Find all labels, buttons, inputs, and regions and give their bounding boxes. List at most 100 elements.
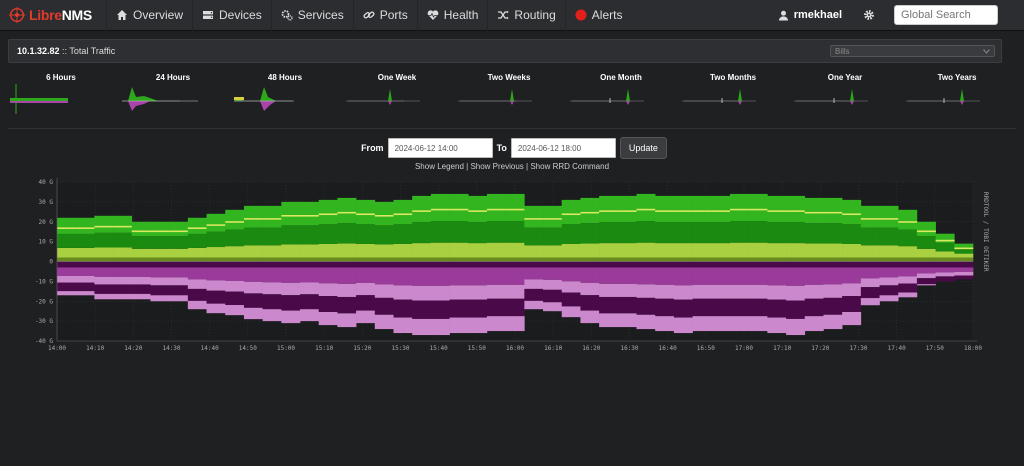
date-range-controls: From 2024-06-12 14:00 To 2024-06-12 18:0… bbox=[0, 137, 1024, 159]
inbound-bar-segment bbox=[449, 193, 469, 222]
inbound-highlight bbox=[281, 214, 301, 217]
from-date-input[interactable]: 2024-06-12 14:00 bbox=[387, 138, 493, 158]
global-search-input[interactable] bbox=[894, 5, 998, 25]
inbound-bar-segment bbox=[916, 236, 936, 249]
period-one-year[interactable]: One Year bbox=[790, 70, 900, 126]
inbound-highlight bbox=[486, 208, 506, 211]
inbound-highlight bbox=[337, 211, 357, 214]
inbound-bar-segment bbox=[75, 217, 95, 234]
outbound-bar-segment bbox=[505, 261, 525, 268]
inbound-bar-segment bbox=[673, 222, 693, 244]
outbound-bar-segment bbox=[711, 284, 731, 299]
period-one-month[interactable]: One Month bbox=[566, 70, 676, 126]
update-button[interactable]: Update bbox=[619, 137, 667, 159]
inbound-bar-segment bbox=[374, 244, 394, 258]
show-legend-link[interactable]: Show Legend bbox=[414, 162, 464, 171]
inbound-bar-segment bbox=[57, 247, 76, 258]
show-rrd-command-link[interactable]: Show RRD Command bbox=[530, 162, 610, 171]
inbound-bar-segment bbox=[599, 195, 619, 223]
period-thumbnail-graph bbox=[682, 89, 756, 105]
outbound-bar-segment bbox=[673, 299, 693, 318]
outbound-bar-segment bbox=[711, 316, 731, 332]
period-label: One Week bbox=[377, 73, 417, 82]
nav-alerts[interactable]: Alerts bbox=[564, 0, 632, 31]
outbound-bar-segment bbox=[561, 261, 581, 268]
nav-ports[interactable]: Ports bbox=[352, 0, 417, 31]
outbound-bar-segment bbox=[505, 298, 525, 317]
outbound-bar-segment bbox=[636, 284, 656, 298]
inbound-bar-segment bbox=[75, 247, 95, 258]
inbound-bar-segment bbox=[767, 195, 787, 223]
bills-select[interactable]: Bills bbox=[830, 45, 995, 57]
x-tick-label: 14:20 bbox=[124, 345, 142, 352]
outbound-bar-segment bbox=[318, 296, 338, 312]
x-tick-label: 14:30 bbox=[162, 345, 180, 352]
inbound-bar-segment bbox=[318, 243, 338, 258]
period-48-hours[interactable]: 48 Hours bbox=[230, 70, 340, 126]
period-two-months[interactable]: Two Months bbox=[678, 70, 788, 126]
inbound-highlight bbox=[243, 218, 263, 220]
x-tick-label: 18:00 bbox=[964, 345, 982, 352]
inbound-bar-segment bbox=[374, 257, 394, 262]
inbound-bar-segment bbox=[860, 257, 880, 262]
inbound-bar-segment bbox=[617, 222, 637, 244]
nav-alerts-label: Alerts bbox=[591, 8, 623, 22]
outbound-bar-segment bbox=[767, 285, 787, 300]
outbound-bar-segment bbox=[505, 284, 525, 299]
inbound-bar-segment bbox=[486, 221, 506, 243]
outbound-bar-segment bbox=[673, 317, 693, 334]
outbound-bar-segment bbox=[412, 300, 432, 319]
graph-host: 10.1.32.82 bbox=[17, 46, 60, 56]
outbound-bar-segment bbox=[169, 267, 189, 278]
outbound-bar-segment bbox=[617, 261, 637, 268]
outbound-bar-segment bbox=[860, 267, 880, 279]
brand-logo[interactable]: Libre NMS bbox=[0, 0, 106, 31]
outbound-bar-segment bbox=[356, 295, 376, 311]
nav-overview[interactable]: Overview bbox=[106, 0, 192, 31]
outbound-bar-segment bbox=[898, 292, 918, 298]
show-previous-link[interactable]: Show Previous bbox=[470, 162, 524, 171]
y-tick-label: 10 G bbox=[39, 239, 54, 246]
settings-menu[interactable] bbox=[854, 0, 884, 31]
inbound-bar-segment bbox=[150, 257, 170, 262]
nav-health[interactable]: Health bbox=[416, 0, 488, 31]
x-tick-label: 14:10 bbox=[86, 345, 104, 352]
inbound-bar-segment bbox=[524, 257, 544, 262]
inbound-bar-segment bbox=[543, 205, 563, 228]
period-6-hours[interactable]: 6 Hours bbox=[6, 70, 116, 126]
inbound-bar-segment bbox=[430, 221, 450, 243]
y-tick-label: -10 G bbox=[35, 278, 53, 285]
inbound-bar-segment bbox=[655, 195, 675, 223]
outbound-bar-segment bbox=[356, 267, 376, 283]
inbound-bar-segment bbox=[300, 244, 320, 258]
period-one-week[interactable]: One Week bbox=[342, 70, 452, 126]
inbound-bar-segment bbox=[898, 229, 918, 247]
x-tick-label: 15:30 bbox=[391, 345, 409, 352]
inbound-highlight bbox=[655, 210, 675, 212]
nav-services[interactable]: Services bbox=[270, 0, 353, 31]
outbound-bar-segment bbox=[262, 261, 282, 268]
traffic-graph[interactable]: 40 G30 G20 G10 G0-10 G-20 G-30 G-40 G14:… bbox=[0, 172, 1024, 357]
outbound-bar-segment bbox=[57, 282, 76, 292]
outbound-bar-segment bbox=[729, 261, 749, 268]
outbound-bar-segment bbox=[916, 273, 936, 279]
period-thumbnail-graph bbox=[346, 89, 420, 105]
outbound-bar-segment bbox=[729, 267, 749, 285]
outbound-bar-segment bbox=[356, 282, 376, 296]
inbound-highlight bbox=[543, 218, 563, 220]
nav-routing[interactable]: Routing bbox=[487, 0, 564, 31]
nav-devices[interactable]: Devices bbox=[192, 0, 271, 31]
outbound-bar-segment bbox=[94, 293, 114, 300]
period-two-weeks[interactable]: Two Weeks bbox=[454, 70, 564, 126]
outbound-bar-segment bbox=[262, 282, 282, 295]
inbound-bar-segment bbox=[337, 243, 357, 258]
outbound-bar-segment bbox=[954, 275, 974, 280]
user-menu[interactable]: rmekhael bbox=[766, 0, 854, 31]
inbound-bar-segment bbox=[113, 247, 133, 258]
to-date-input[interactable]: 2024-06-12 18:00 bbox=[510, 138, 616, 158]
inbound-highlight bbox=[636, 208, 656, 211]
period-24-hours[interactable]: 24 Hours bbox=[118, 70, 228, 126]
period-two-years[interactable]: Two Years bbox=[902, 70, 1012, 126]
outbound-bar-segment bbox=[94, 284, 114, 294]
inbound-bar-segment bbox=[823, 223, 843, 244]
